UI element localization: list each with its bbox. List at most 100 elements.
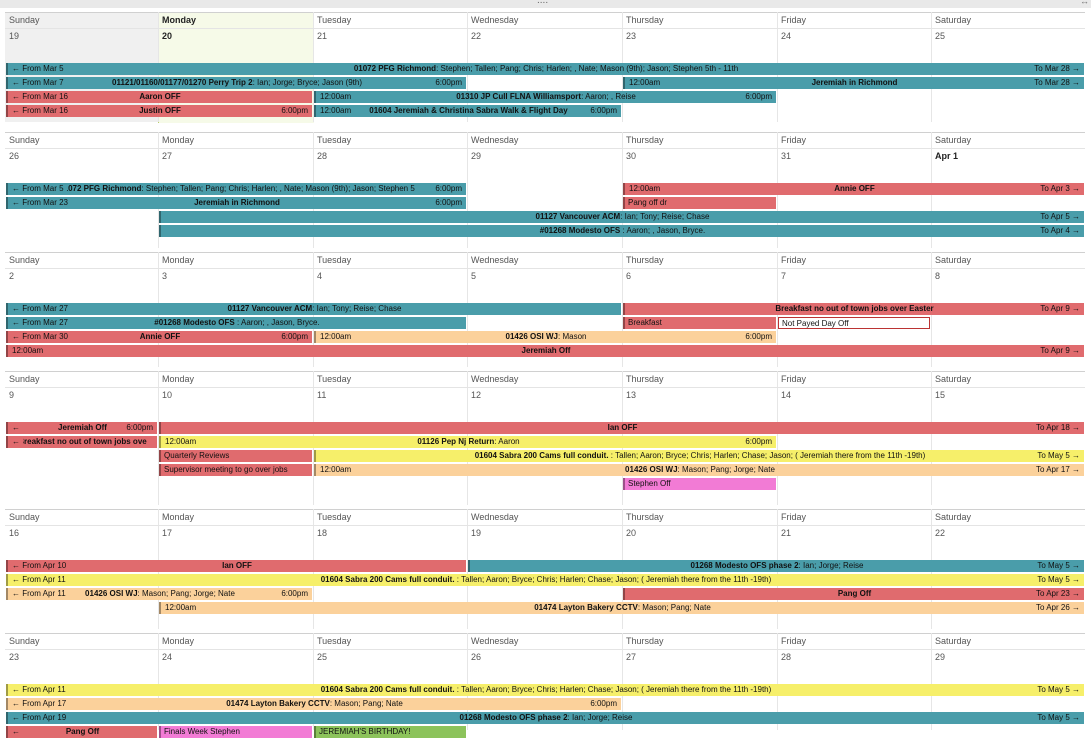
day-number[interactable]: 20 <box>626 528 637 538</box>
day-number[interactable]: 29 <box>935 652 946 662</box>
day-number[interactable]: 24 <box>781 31 792 41</box>
resize-grip-icon[interactable]: .... <box>537 0 549 6</box>
calendar-event[interactable]: 01474 Layton Bakery CCTV: Mason; Pang; N… <box>6 698 621 710</box>
day-number[interactable]: 9 <box>9 390 15 400</box>
calendar-event[interactable]: Breakfast no out of town jobs over Easte… <box>623 303 1084 315</box>
event-title: Breakfast no out of town jobs over Easte… <box>775 304 934 313</box>
day-number[interactable]: 18 <box>317 528 328 538</box>
day-name-header: Wednesday <box>471 636 519 646</box>
calendar-event[interactable]: 01268 Modesto OFS phase 2: Ian; Jorge; R… <box>468 560 1084 572</box>
calendar-event[interactable]: JEREMIAH'S BIRTHDAY! <box>314 726 466 738</box>
calendar-event[interactable]: 01127 Vancouver ACM: Ian; Tony; Reise; C… <box>6 303 621 315</box>
calendar-event[interactable]: 01268 Modesto OFS phase 2: Ian; Jorge; R… <box>6 712 1084 724</box>
day-number[interactable]: 10 <box>162 390 173 400</box>
day-name-header: Saturday <box>935 636 972 646</box>
calendar-event[interactable]: 01310 JP Cull FLNA Williamsport: Aaron; … <box>314 91 776 103</box>
calendar-event[interactable]: Annie OFF 12:00am To Apr 3 → <box>623 183 1084 195</box>
day-number[interactable]: 16 <box>9 528 20 538</box>
day-number[interactable]: 31 <box>781 151 792 161</box>
calendar-event[interactable]: Jeremiah in Richmond ← From Mar 23 6:00pm <box>6 197 466 209</box>
top-scrollbar[interactable]: .... ↔ <box>0 0 1091 8</box>
day-number[interactable]: 20 <box>162 31 173 41</box>
week-separator <box>5 509 1085 510</box>
calendar-event[interactable]: 01426 OSI WJ: Mason; Pang; Jorge; Nate 12… <box>314 464 1084 476</box>
calendar-event[interactable]: Stephen Off <box>623 478 776 490</box>
event-title-line: Annie OFF <box>625 183 1084 195</box>
calendar-event[interactable]: 01426 OSI WJ: Mason 12:00am 6:00pm <box>314 331 776 343</box>
day-number[interactable]: 4 <box>317 271 323 281</box>
day-number[interactable]: 22 <box>935 528 946 538</box>
calendar-event[interactable]: Breakfast no out of town jobs ove ← <box>6 436 157 448</box>
day-number[interactable]: 15 <box>935 390 946 400</box>
day-number[interactable]: 22 <box>471 31 482 41</box>
day-number[interactable]: 25 <box>317 652 328 662</box>
event-attendees: Ian; Tony; Reise; Chase <box>316 304 402 313</box>
calendar-event[interactable]: Pang off dr <box>623 197 776 209</box>
calendar-event[interactable]: Justin OFF ← From Mar 16 6:00pm <box>6 105 312 117</box>
day-number[interactable]: Apr 1 <box>935 151 959 161</box>
calendar-event[interactable]: Quarterly Reviews <box>159 450 312 462</box>
day-number[interactable]: 19 <box>9 31 20 41</box>
day-number[interactable]: 28 <box>317 151 328 161</box>
calendar-event[interactable]: Ian OFF ← From Apr 10 <box>6 560 466 572</box>
day-number[interactable]: 21 <box>317 31 328 41</box>
day-number[interactable]: 21 <box>781 528 792 538</box>
calendar-event[interactable]: 01604 Sabra 200 Cams full conduit. : Tal… <box>6 684 1084 696</box>
day-number[interactable]: 14 <box>781 390 792 400</box>
calendar-event[interactable]: Jeremiah Off ← 6:00pm <box>6 422 157 434</box>
calendar-event[interactable]: Pang Off To Apr 23 → <box>623 588 1084 600</box>
calendar-event[interactable]: Aaron OFF ← From Mar 16 <box>6 91 312 103</box>
calendar-event[interactable]: Annie OFF ← From Mar 30 6:00pm <box>6 331 312 343</box>
calendar-event[interactable]: #01268 Modesto OFS : Aaron; , Jason, Bry… <box>6 317 466 329</box>
day-name-header: Tuesday <box>317 15 352 25</box>
event-continues-to: To Apr 26 → <box>1032 602 1080 614</box>
calendar-event[interactable]: #01268 Modesto OFS : Aaron; , Jason, Bry… <box>159 225 1084 237</box>
day-number[interactable]: 17 <box>162 528 173 538</box>
week-row: Sunday 19 Monday 20 Tuesday 21 Wednesday 22 Thur… <box>0 12 1091 123</box>
day-divider <box>622 252 623 367</box>
calendar-event[interactable]: 01604 Jeremiah & Christina Sabra Walk & … <box>314 105 621 117</box>
day-number[interactable]: 12 <box>471 390 482 400</box>
day-number[interactable]: 6 <box>626 271 632 281</box>
day-number[interactable]: 26 <box>471 652 482 662</box>
calendar-event[interactable]: 01072 PFG Richmond: Stephen; Tallen; Pan… <box>6 63 1084 75</box>
day-number[interactable]: 30 <box>626 151 637 161</box>
calendar-event[interactable]: 01126 Pep Nj Return: Aaron 12:00am 6:00pm <box>159 436 776 448</box>
day-number[interactable]: 3 <box>162 271 168 281</box>
calendar-event[interactable]: Jeremiah in Richmond 12:00am To Mar 28 → <box>623 77 1084 89</box>
day-number[interactable]: 23 <box>626 31 637 41</box>
day-number[interactable]: 29 <box>471 151 482 161</box>
event-title: Annie OFF <box>834 184 875 193</box>
day-name-header: Wednesday <box>471 374 519 384</box>
calendar-event[interactable]: 01604 Sabra 200 Cams full conduit. : Tal… <box>314 450 1084 462</box>
day-number[interactable]: 26 <box>9 151 20 161</box>
calendar-event[interactable]: Supervisor meeting to go over jobs <box>159 464 312 476</box>
calendar-event[interactable]: 01426 OSI WJ: Mason; Pang; Jorge; Nate ← … <box>6 588 312 600</box>
day-number[interactable]: 13 <box>626 390 637 400</box>
calendar-event[interactable]: Ian OFF To Apr 18 → <box>159 422 1084 434</box>
day-number[interactable]: 27 <box>162 151 173 161</box>
day-number[interactable]: 28 <box>781 652 792 662</box>
calendar-event[interactable]: Pang Off ← <box>6 726 157 738</box>
day-number[interactable]: 8 <box>935 271 941 281</box>
day-number[interactable]: 11 <box>317 390 327 400</box>
day-number[interactable]: 7 <box>781 271 787 281</box>
expand-arrows-icon[interactable]: ↔ <box>1080 0 1089 6</box>
day-number[interactable]: 23 <box>9 652 20 662</box>
calendar-event[interactable]: 01127 Vancouver ACM: Ian; Tony; Reise; C… <box>159 211 1084 223</box>
day-number[interactable]: 2 <box>9 271 15 281</box>
calendar-event[interactable]: 01474 Layton Bakery CCTV: Mason; Pang; N… <box>159 602 1084 614</box>
calendar-event[interactable]: Finals Week Stephen <box>159 726 312 738</box>
calendar-event[interactable]: 01121/01160/01177/01270 Perry Trip 2: Ia… <box>6 77 466 89</box>
day-number[interactable]: 19 <box>471 528 482 538</box>
day-number[interactable]: 25 <box>935 31 946 41</box>
event-continues-to: To Apr 4 → <box>1037 225 1080 237</box>
day-number[interactable]: 27 <box>626 652 637 662</box>
calendar-event[interactable]: Not Payed Day Off <box>778 317 930 329</box>
calendar-event[interactable]: Jeremiah Off 12:00am To Apr 9 → <box>6 345 1084 357</box>
calendar-event[interactable]: Breakfast <box>623 317 776 329</box>
calendar-event[interactable]: 01604 Sabra 200 Cams full conduit. : Tal… <box>6 574 1084 586</box>
day-number[interactable]: 5 <box>471 271 477 281</box>
calendar-event[interactable]: 01072 PFG Richmond: Stephen; Tallen; Pan… <box>6 183 466 195</box>
day-number[interactable]: 24 <box>162 652 173 662</box>
